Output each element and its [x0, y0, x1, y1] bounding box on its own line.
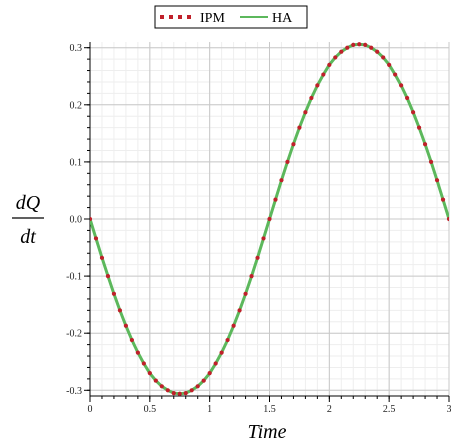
- series-ipm-point: [411, 110, 415, 114]
- series-ipm-point: [327, 63, 331, 67]
- axes: 0 0.5 1 1.5 2 2.5 3 0.3 0.2 0.1 0.0 -0.1 -0.2 -0.3: [66, 42, 451, 415]
- series-ipm-point: [112, 292, 116, 296]
- x-axis-label: Time: [248, 421, 287, 443]
- series-ipm-point: [142, 361, 146, 365]
- series-ipm-point: [303, 110, 307, 114]
- series-ipm-point: [136, 351, 140, 355]
- series-ipm-point: [351, 43, 355, 47]
- y-axis-label-numerator: dQ: [16, 192, 41, 214]
- series-ipm-point: [226, 338, 230, 342]
- series-ipm-point: [405, 96, 409, 100]
- series-ipm-point: [339, 50, 343, 54]
- legend: IPM HA: [155, 6, 307, 28]
- series-ipm-point: [381, 55, 385, 59]
- series-ipm-point: [267, 217, 271, 221]
- series-ipm-point: [447, 217, 451, 221]
- x-tick-label: 0: [88, 404, 93, 415]
- series-ipm-point: [106, 274, 110, 278]
- x-tick-label: 1: [207, 404, 212, 415]
- series-ipm-point: [249, 274, 253, 278]
- series-ipm-point: [237, 308, 241, 312]
- series-ipm-point: [118, 308, 122, 312]
- series-ipm-point: [172, 391, 176, 395]
- x-tick-label: 1.5: [263, 404, 276, 415]
- series-ipm-point: [315, 83, 319, 87]
- series-ipm-point: [154, 378, 158, 382]
- x-tick-label: 3: [447, 404, 451, 415]
- series-ipm-point: [345, 46, 349, 50]
- series-ipm-point: [130, 338, 134, 342]
- series-ipm-point: [321, 72, 325, 76]
- series-ipm-point: [196, 384, 200, 388]
- series-ipm-point: [208, 371, 212, 375]
- y-tick-label: -0.3: [66, 386, 82, 397]
- series-ipm-point: [220, 351, 224, 355]
- series-ipm-point: [363, 43, 367, 47]
- series-ipm-point: [393, 72, 397, 76]
- series-ipm-point: [399, 83, 403, 87]
- series-ipm-point: [285, 160, 289, 164]
- series-ipm-point: [417, 126, 421, 130]
- series-ipm-point: [190, 388, 194, 392]
- y-tick-label: 0.1: [70, 157, 83, 168]
- series-ipm-point: [309, 96, 313, 100]
- series-ipm-point: [255, 256, 259, 260]
- series-ipm-point: [435, 178, 439, 182]
- series-ipm-point: [184, 391, 188, 395]
- series-ipm-point: [387, 63, 391, 67]
- series-ipm-point: [291, 142, 295, 146]
- series-ipm-point: [160, 384, 164, 388]
- y-tick-label: 0.0: [70, 215, 83, 226]
- y-tick-label: 0.2: [70, 100, 83, 111]
- series-ipm-point: [148, 371, 152, 375]
- x-tick-label: 2: [327, 404, 332, 415]
- series-ipm-point: [423, 142, 427, 146]
- legend-ha-label: HA: [272, 11, 293, 26]
- x-tick-label: 2.5: [383, 404, 396, 415]
- series-ipm-point: [357, 42, 361, 46]
- y-axis-label-denominator: dt: [20, 226, 36, 248]
- series-ipm-point: [214, 361, 218, 365]
- y-tick-label: -0.1: [66, 272, 82, 283]
- series-ipm-point: [441, 197, 445, 201]
- series-ipm-point: [202, 378, 206, 382]
- series-ipm-point: [429, 160, 433, 164]
- x-tick-label: 0.5: [144, 404, 157, 415]
- series-ipm-point: [297, 126, 301, 130]
- series-ipm-point: [279, 178, 283, 182]
- series-ipm-point: [273, 197, 277, 201]
- series-ipm-point: [333, 55, 337, 59]
- y-tick-label: 0.3: [70, 43, 83, 54]
- y-tick-label: -0.2: [66, 329, 82, 340]
- series-ipm-point: [166, 388, 170, 392]
- series-ipm-point: [94, 236, 98, 240]
- series-ipm-point: [178, 392, 182, 396]
- series-ipm-point: [100, 256, 104, 260]
- legend-ipm-label: IPM: [200, 11, 225, 26]
- series-ipm-point: [369, 46, 373, 50]
- series-ipm-point: [243, 292, 247, 296]
- series-ipm-point: [375, 50, 379, 54]
- series-ipm-point: [232, 324, 236, 328]
- series-ipm-point: [124, 324, 128, 328]
- series-ipm-point: [261, 236, 265, 240]
